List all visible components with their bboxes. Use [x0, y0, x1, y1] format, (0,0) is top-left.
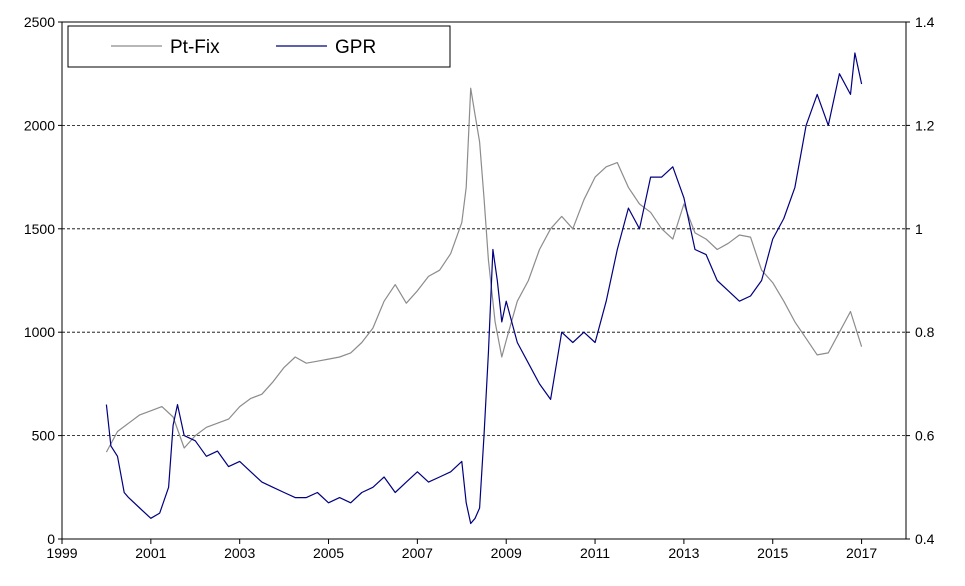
y2-tick-label: 0.4: [915, 531, 935, 547]
legend: Pt-Fix GPR: [67, 25, 451, 68]
right-axis: 0.4 0.6 0.8 1 1.2 1.4: [906, 14, 935, 547]
y-tick-label: 1500: [24, 221, 55, 237]
series-line-pt-fix: [105, 87, 863, 453]
y-tick-label: 1000: [24, 324, 55, 340]
y2-tick-label: 1.4: [915, 14, 935, 30]
x-tick-label: 2005: [313, 545, 344, 561]
plot-area: [61, 21, 907, 540]
y-tick-label: 500: [32, 428, 56, 444]
y-tick-label: 2500: [24, 14, 55, 30]
x-tick-label: 1999: [46, 545, 77, 561]
x-tick-label: 2013: [668, 545, 699, 561]
legend-label-pt-fix: Pt-Fix: [170, 37, 220, 58]
x-tick-label: 2015: [757, 545, 788, 561]
y2-tick-label: 1: [915, 221, 923, 237]
x-tick-label: 2009: [491, 545, 522, 561]
series-layer: [105, 52, 863, 525]
y2-tick-label: 1.2: [915, 117, 935, 133]
x-axis: 1999 2001 2003 2005 2007 2009 2011 2013 2015 2017: [46, 539, 877, 561]
x-tick-label: 2017: [846, 545, 877, 561]
x-tick-label: 2007: [402, 545, 433, 561]
x-tick-label: 2001: [135, 545, 166, 561]
legend-label-gpr: GPR: [335, 37, 376, 58]
x-tick-label: 2003: [224, 545, 255, 561]
y2-tick-label: 0.6: [915, 428, 935, 444]
left-axis: 0 500 1000 1500 2000 2500: [24, 14, 62, 547]
y2-tick-label: 0.8: [915, 324, 935, 340]
y-tick-label: 2000: [24, 117, 55, 133]
series-line-gpr: [105, 52, 863, 525]
x-tick-label: 2011: [580, 545, 610, 561]
y-tick-label: 0: [47, 531, 55, 547]
